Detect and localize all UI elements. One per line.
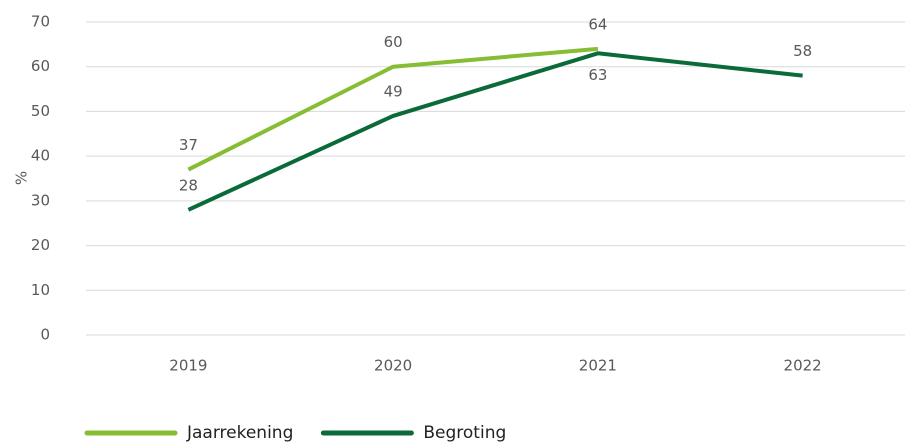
y-tick-label: 0	[40, 326, 50, 344]
line-series	[187, 46, 599, 172]
y-tick-label: 20	[31, 236, 50, 254]
y-tick-label: 60	[31, 57, 50, 75]
data-label: 28	[179, 176, 198, 194]
legend-label: Jaarrekening	[186, 423, 293, 443]
legend-label: Begroting	[423, 423, 506, 443]
line-series	[187, 51, 803, 212]
x-tick-label: 2020	[374, 357, 412, 375]
x-tick-label: 2021	[579, 357, 617, 375]
y-tick-label: 40	[31, 147, 50, 165]
x-tick-label: 2022	[784, 357, 822, 375]
data-label: 49	[384, 82, 403, 100]
y-tick-label: 70	[31, 13, 50, 31]
y-tick-label: 10	[31, 281, 50, 299]
data-label: 63	[588, 66, 607, 84]
data-label: 58	[793, 42, 812, 60]
x-tick-label: 2019	[169, 357, 207, 375]
y-axis-label: %	[13, 171, 31, 185]
data-label: 60	[384, 33, 403, 51]
data-label: 64	[588, 15, 607, 33]
y-tick-label: 50	[31, 102, 50, 120]
y-tick-label: 30	[31, 191, 50, 209]
data-label: 37	[179, 136, 198, 154]
